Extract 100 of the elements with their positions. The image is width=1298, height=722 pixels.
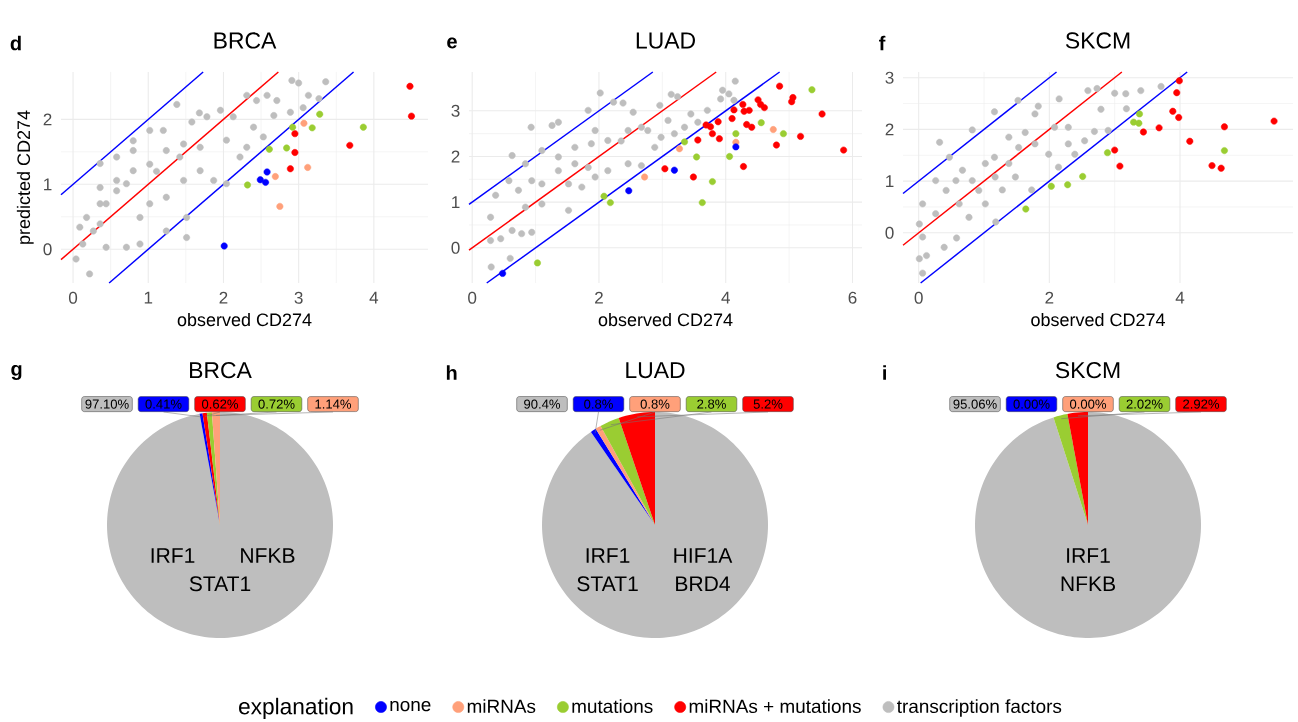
point [276, 203, 284, 211]
y-tick-label: 2 [451, 150, 460, 163]
y-tick-label: 1 [44, 178, 52, 191]
point [346, 142, 354, 150]
x-tick-label: 0 [468, 291, 477, 304]
point [1021, 129, 1029, 137]
point [745, 107, 753, 115]
y-tick-label: 3 [451, 104, 460, 118]
x-tick-label: 3 [294, 291, 303, 305]
chart-title: LUAD [626, 362, 685, 379]
x-tick-label: 6 [848, 291, 857, 304]
data-label: 0.8% [584, 399, 613, 409]
text: i [883, 365, 886, 380]
point [991, 108, 998, 116]
point [693, 153, 701, 161]
text: h [446, 365, 457, 380]
x-tick-label: 4 [1175, 291, 1185, 304]
point [1135, 119, 1143, 127]
point [1208, 162, 1216, 170]
y-tick-label: 0 [451, 242, 460, 255]
point [1122, 105, 1130, 113]
point [1064, 140, 1072, 148]
point [915, 220, 923, 228]
point [953, 234, 961, 242]
point [1051, 124, 1059, 132]
data-label: 2.02% [1126, 399, 1163, 409]
point [1064, 124, 1072, 132]
point [1014, 97, 1022, 105]
point [1104, 127, 1112, 135]
point [1005, 133, 1013, 141]
point [1015, 144, 1023, 152]
point [740, 163, 747, 171]
point [675, 145, 683, 153]
data-label: 0.62% [201, 399, 239, 409]
point [958, 167, 966, 174]
legend-label: transcription factors [897, 699, 1062, 718]
point [534, 259, 541, 267]
legend-label: miRNAs + mutations [689, 699, 861, 714]
point [1005, 160, 1013, 168]
point [262, 179, 270, 187]
data-label: 97.10% [85, 399, 129, 409]
y-tick-label: 2 [885, 123, 894, 136]
point [1028, 186, 1036, 194]
point [772, 141, 780, 149]
point [1122, 90, 1130, 98]
data-label: 1.14% [315, 399, 352, 409]
text: IRF1 [1067, 548, 1110, 563]
point [406, 83, 414, 90]
point [945, 154, 953, 162]
data-label: 0.41% [145, 399, 182, 409]
data-label: 2.92% [1183, 399, 1220, 409]
point [1011, 173, 1019, 181]
point [714, 118, 722, 126]
point [1139, 128, 1147, 136]
chart-title: SKCM [1065, 32, 1130, 49]
text: NFKB [1061, 576, 1115, 592]
x-tick-label: 2 [219, 291, 228, 304]
point [600, 192, 608, 200]
point [991, 173, 999, 181]
text: 0.00% [1069, 399, 1107, 409]
x-tick-label: 2 [595, 291, 603, 304]
point [748, 124, 756, 131]
text: STAT1 [577, 576, 638, 592]
point [981, 200, 989, 208]
point [263, 168, 271, 176]
point [728, 115, 736, 123]
point [779, 130, 787, 138]
point [698, 199, 706, 207]
point [1270, 117, 1278, 125]
point [625, 187, 633, 195]
point [641, 173, 649, 181]
text: IRF1 [586, 548, 630, 563]
point [975, 187, 983, 195]
point [1217, 164, 1225, 172]
point [606, 199, 614, 207]
y-tick-label: 1 [886, 175, 894, 188]
point [1157, 83, 1165, 91]
point [915, 255, 923, 263]
x-tick-label: 4 [369, 291, 379, 304]
point [1175, 77, 1183, 85]
point [968, 126, 976, 134]
point [932, 210, 940, 218]
point [757, 119, 765, 127]
point [670, 166, 678, 174]
point [308, 124, 316, 132]
x-axis-title: observed CD274 [598, 313, 733, 327]
text: 0.00% [1013, 399, 1050, 409]
data-label: 0.72% [258, 399, 295, 409]
text: HIF1A [674, 548, 733, 563]
point [1111, 146, 1119, 154]
point [708, 130, 716, 138]
point [661, 165, 669, 173]
x-axis-title: observed CD274 [1031, 313, 1165, 327]
point [732, 130, 740, 138]
point [220, 242, 228, 250]
data-label: 2.8% [697, 399, 726, 409]
text: e [447, 37, 457, 49]
point [708, 178, 716, 186]
point [942, 187, 950, 195]
point [1169, 108, 1177, 115]
